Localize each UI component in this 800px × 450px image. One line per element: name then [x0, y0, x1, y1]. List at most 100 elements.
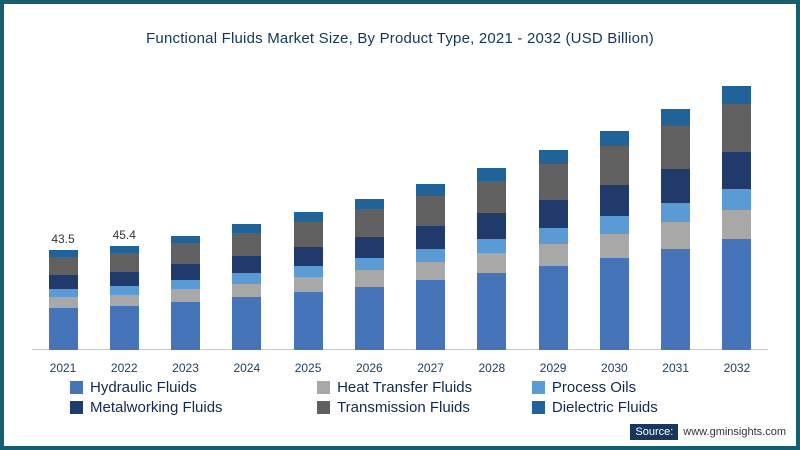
source-url: www.gminsights.com — [683, 426, 786, 438]
bar-stack — [416, 184, 446, 350]
bar-stack — [293, 212, 323, 350]
legend-item-process-oils: Process Oils — [531, 379, 736, 396]
segment-metalworking-fluids — [109, 271, 139, 287]
segment-heat-transfer-fluids — [722, 209, 752, 239]
legend-label: Metalworking Fluids — [90, 399, 223, 416]
segment-metalworking-fluids — [293, 246, 323, 266]
bar-column-2025: 2025 — [281, 53, 335, 375]
legend-item-transmission-fluids: Transmission Fluids — [317, 399, 532, 416]
segment-hydraulic-fluids — [354, 286, 384, 350]
segment-heat-transfer-fluids — [354, 269, 384, 287]
segment-heat-transfer-fluids — [232, 283, 262, 298]
x-axis-tick-label: 2023 — [172, 361, 199, 375]
x-axis-tick-label: 2022 — [110, 361, 138, 375]
source-label: Source: — [630, 424, 679, 440]
bar-stack — [599, 130, 629, 350]
segment-process-oils — [109, 286, 139, 295]
segment-dielectric-fluids — [722, 85, 752, 105]
bar-stack — [538, 150, 568, 350]
x-axis-tick-label: 2021 — [49, 361, 77, 375]
segment-heat-transfer-fluids — [599, 233, 629, 258]
segment-hydraulic-fluids — [599, 257, 629, 350]
segment-dielectric-fluids — [477, 167, 507, 181]
segment-heat-transfer-fluids — [538, 244, 568, 267]
legend-swatch-dielectric-fluids — [531, 401, 545, 414]
segment-metalworking-fluids — [354, 236, 384, 258]
legend-label: Process Oils — [551, 379, 637, 396]
bar-column-2023: 2023 — [159, 53, 213, 375]
segment-heat-transfer-fluids — [293, 276, 323, 292]
bar-stack — [477, 167, 507, 350]
segment-process-oils — [293, 265, 323, 277]
segment-process-oils — [48, 288, 78, 297]
legend-swatch-heat-transfer-fluids — [317, 381, 331, 394]
x-axis-tick-label: 2032 — [723, 361, 751, 375]
legend: Hydraulic Fluids Heat Transfer Fluids Proc… — [70, 379, 736, 416]
segment-transmission-fluids — [538, 163, 568, 200]
bar-column-2031: 2031 — [649, 53, 703, 375]
segment-transmission-fluids — [48, 257, 78, 275]
bars-container: 43.5 2021 45.4 2022 2023 2024 2025 2026 2027 2028… — [30, 53, 770, 375]
x-axis-tick-label: 2028 — [478, 361, 506, 375]
segment-process-oils — [538, 227, 568, 245]
chart-title: Functional Fluids Market Size, By Produc… — [146, 30, 654, 47]
segment-heat-transfer-fluids — [109, 294, 139, 307]
segment-metalworking-fluids — [599, 185, 629, 217]
segment-heat-transfer-fluids — [48, 296, 78, 308]
segment-dielectric-fluids — [109, 245, 139, 253]
segment-transmission-fluids — [109, 252, 139, 272]
bar-stack — [354, 198, 384, 350]
segment-metalworking-fluids — [538, 199, 568, 228]
segment-transmission-fluids — [599, 145, 629, 186]
bar-column-2024: 2024 — [220, 53, 274, 375]
legend-swatch-process-oils — [531, 381, 545, 394]
bar-column-2027: 2027 — [404, 53, 458, 375]
segment-transmission-fluids — [661, 126, 691, 170]
legend-label: Heat Transfer Fluids — [337, 379, 473, 396]
segment-metalworking-fluids — [416, 225, 446, 249]
segment-hydraulic-fluids — [538, 266, 568, 350]
legend-item-hydraulic-fluids: Hydraulic Fluids — [70, 379, 317, 396]
bar-total-label: 43.5 — [51, 232, 75, 247]
segment-process-oils — [661, 203, 691, 223]
segment-transmission-fluids — [293, 221, 323, 247]
segment-metalworking-fluids — [722, 151, 752, 189]
bar-stack — [171, 235, 201, 350]
x-axis-tick-label: 2024 — [233, 361, 261, 375]
plot-area: 43.5 2021 45.4 2022 2023 2024 2025 2026 2027 2028… — [30, 53, 770, 375]
segment-process-oils — [354, 257, 384, 270]
segment-process-oils — [722, 188, 752, 210]
segment-metalworking-fluids — [171, 264, 201, 281]
segment-dielectric-fluids — [354, 198, 384, 210]
bar-column-2028: 2028 — [465, 53, 519, 375]
segment-dielectric-fluids — [171, 235, 201, 244]
segment-heat-transfer-fluids — [477, 253, 507, 274]
x-axis-tick-label: 2027 — [417, 361, 444, 375]
legend-item-dielectric-fluids: Dielectric Fluids — [531, 399, 736, 416]
bar-stack — [109, 245, 139, 350]
segment-heat-transfer-fluids — [416, 262, 446, 281]
bar-column-2032: 2032 — [710, 53, 764, 375]
segment-dielectric-fluids — [232, 224, 262, 234]
x-axis-tick-label: 2031 — [662, 361, 689, 375]
segment-heat-transfer-fluids — [171, 289, 201, 302]
segment-dielectric-fluids — [538, 150, 568, 164]
segment-process-oils — [416, 248, 446, 263]
x-axis-tick-label: 2026 — [355, 361, 383, 375]
segment-hydraulic-fluids — [232, 297, 262, 350]
segment-dielectric-fluids — [599, 130, 629, 146]
segment-hydraulic-fluids — [477, 273, 507, 350]
segment-process-oils — [232, 273, 262, 284]
segment-hydraulic-fluids — [109, 306, 139, 350]
segment-hydraulic-fluids — [48, 307, 78, 350]
legend-label: Hydraulic Fluids — [90, 379, 197, 396]
bar-stack — [722, 85, 752, 350]
legend-item-heat-transfer-fluids: Heat Transfer Fluids — [317, 379, 532, 396]
segment-dielectric-fluids — [416, 184, 446, 196]
bar-stack — [48, 250, 78, 350]
segment-dielectric-fluids — [48, 250, 78, 258]
legend-item-metalworking-fluids: Metalworking Fluids — [70, 399, 317, 416]
segment-transmission-fluids — [171, 243, 201, 265]
bar-stack — [661, 109, 691, 350]
segment-process-oils — [477, 238, 507, 254]
